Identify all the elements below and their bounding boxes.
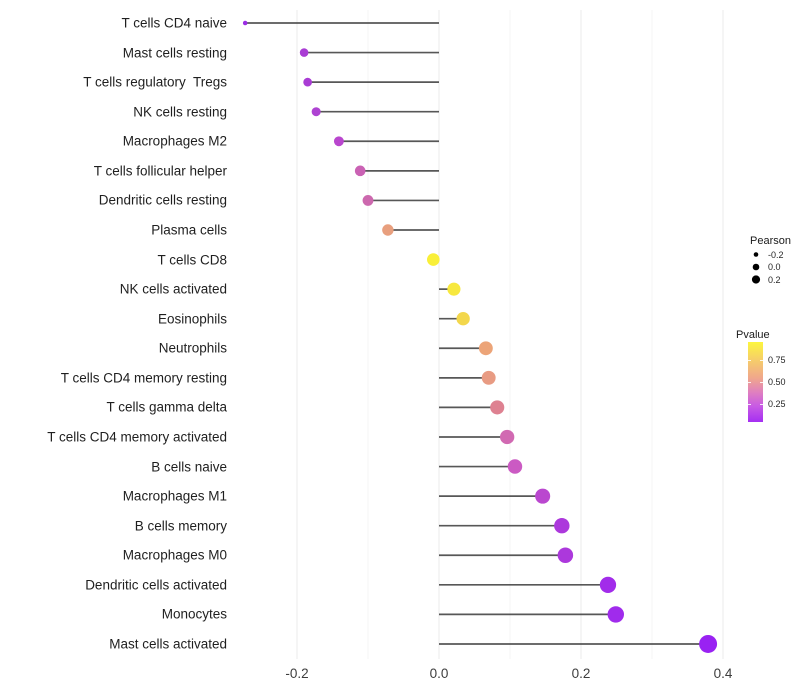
x-tick-label: -0.2 <box>285 666 309 681</box>
category-label: T cells CD4 memory resting <box>60 370 227 386</box>
pearson-legend-title: Pearson <box>750 235 791 247</box>
lollipop-dot <box>599 576 617 593</box>
category-label: Plasma cells <box>151 222 227 238</box>
pvalue-legend-title: Pvalue <box>736 329 770 341</box>
category-label: Eosinophils <box>157 311 227 327</box>
lollipop-dot <box>333 136 344 147</box>
category-label: T cells CD4 memory activated <box>47 429 227 445</box>
lollipop-dot <box>699 634 718 653</box>
category-label: Monocytes <box>161 606 227 622</box>
lollipop-dot <box>535 488 551 504</box>
category-label: Macrophages M0 <box>122 547 227 563</box>
x-tick-label: 0.4 <box>713 666 733 681</box>
lollipop-dot <box>427 253 440 266</box>
lollipop-dot <box>500 429 515 445</box>
lollipop-dot <box>490 400 505 415</box>
category-label: Mast cells resting <box>122 45 227 61</box>
lollipop-dot <box>481 370 496 385</box>
pvalue-legend-value: 0.25 <box>768 398 786 409</box>
pearson-legend-value: 0.0 <box>768 262 781 272</box>
category-label: T cells CD4 naive <box>121 15 227 31</box>
pvalue-gradient-bar <box>748 342 763 422</box>
category-label: Dendritic cells resting <box>98 192 227 208</box>
lollipop-dot <box>478 341 493 356</box>
lollipop-dot <box>299 48 309 57</box>
category-label: B cells naive <box>151 459 227 475</box>
pearson-legend-value: 0.2 <box>768 274 781 285</box>
lollipop-dot <box>242 20 248 26</box>
category-label: T cells gamma delta <box>106 399 227 415</box>
category-label: Neutrophils <box>158 340 227 356</box>
x-tick-label: 0.0 <box>429 666 449 681</box>
pvalue-bar-tick <box>760 382 763 383</box>
lollipop-dot <box>447 282 461 296</box>
lollipop-dot <box>554 517 570 534</box>
pvalue-bar-tick <box>760 403 763 405</box>
lollipop-dot <box>311 107 321 117</box>
category-label: Macrophages M1 <box>122 488 227 504</box>
category-label: Dendritic cells activated <box>85 577 227 593</box>
category-label: B cells memory <box>134 518 227 534</box>
lollipop-dot <box>354 165 366 177</box>
category-label: T cells regulatory Tregs <box>83 74 227 90</box>
lollipop-dot <box>507 459 523 474</box>
pearson-legend-value: -0.2 <box>768 249 784 260</box>
pvalue-legend-value: 0.75 <box>768 355 786 366</box>
pvalue-bar-tick <box>748 403 751 405</box>
lollipop-dot <box>456 312 470 326</box>
pvalue-bar-tick <box>748 382 751 383</box>
pvalue-legend-value: 0.50 <box>768 377 786 387</box>
lollipop-dot <box>382 224 394 236</box>
lollipop-dot <box>607 606 624 623</box>
lollipop-dot <box>303 77 312 87</box>
x-tick-label: 0.2 <box>571 666 591 681</box>
category-label: T cells follicular helper <box>93 163 227 179</box>
category-label: NK cells activated <box>119 281 227 297</box>
category-label: Macrophages M2 <box>122 133 227 149</box>
lollipop-dot <box>362 195 374 206</box>
category-label: NK cells resting <box>133 104 227 120</box>
pvalue-bar-tick <box>748 360 751 362</box>
category-label: T cells CD8 <box>157 252 227 268</box>
category-label: Mast cells activated <box>109 636 227 652</box>
lollipop-dot <box>557 547 574 564</box>
pvalue-bar-tick <box>760 360 763 362</box>
